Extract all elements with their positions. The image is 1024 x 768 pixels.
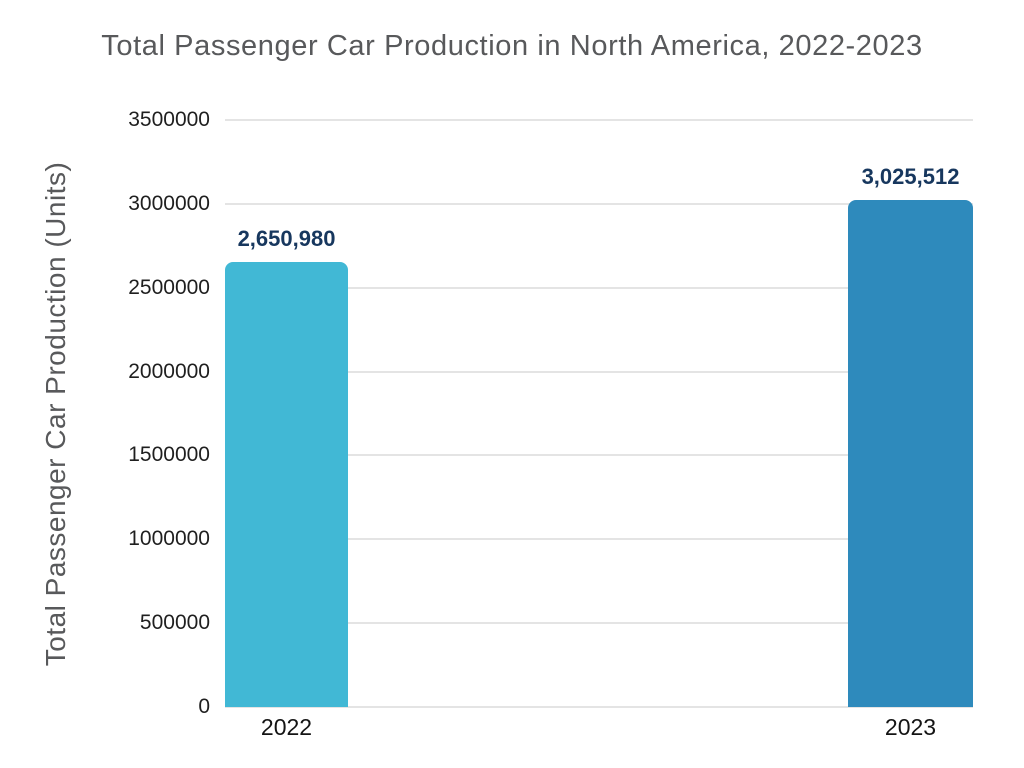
bar-2022	[225, 262, 348, 707]
gridline	[225, 203, 973, 205]
y-tick-label: 2500000	[128, 276, 210, 299]
gridline	[225, 622, 973, 624]
chart-title: Total Passenger Car Production in North …	[101, 30, 923, 62]
y-tick-label: 0	[198, 695, 210, 718]
plot-area: 2,650,980 3,025,512	[225, 119, 973, 708]
y-tick-label: 1500000	[128, 443, 210, 466]
x-tick-label-2022: 2022	[260, 714, 313, 740]
y-tick-label: 1000000	[128, 527, 210, 550]
gridline	[225, 538, 973, 540]
bar-value-label-2023: 3,025,512	[861, 164, 960, 189]
y-axis-label: Total Passenger Car Production (Units)	[40, 161, 71, 666]
gridline	[225, 287, 973, 289]
y-tick-label: 500000	[139, 611, 210, 634]
gridline	[225, 706, 973, 708]
y-tick-label: 3500000	[128, 108, 210, 131]
gridline	[225, 119, 973, 121]
bar-value-label-2022: 2,650,980	[237, 226, 336, 251]
y-tick-label: 2000000	[128, 360, 210, 383]
x-tick-label-2023: 2023	[884, 714, 937, 740]
gridline	[225, 454, 973, 456]
bar-2023	[848, 200, 973, 707]
y-axis-label-wrap: Total Passenger Car Production (Units)	[26, 120, 86, 707]
y-tick-label: 3000000	[128, 192, 210, 215]
gridline	[225, 371, 973, 373]
